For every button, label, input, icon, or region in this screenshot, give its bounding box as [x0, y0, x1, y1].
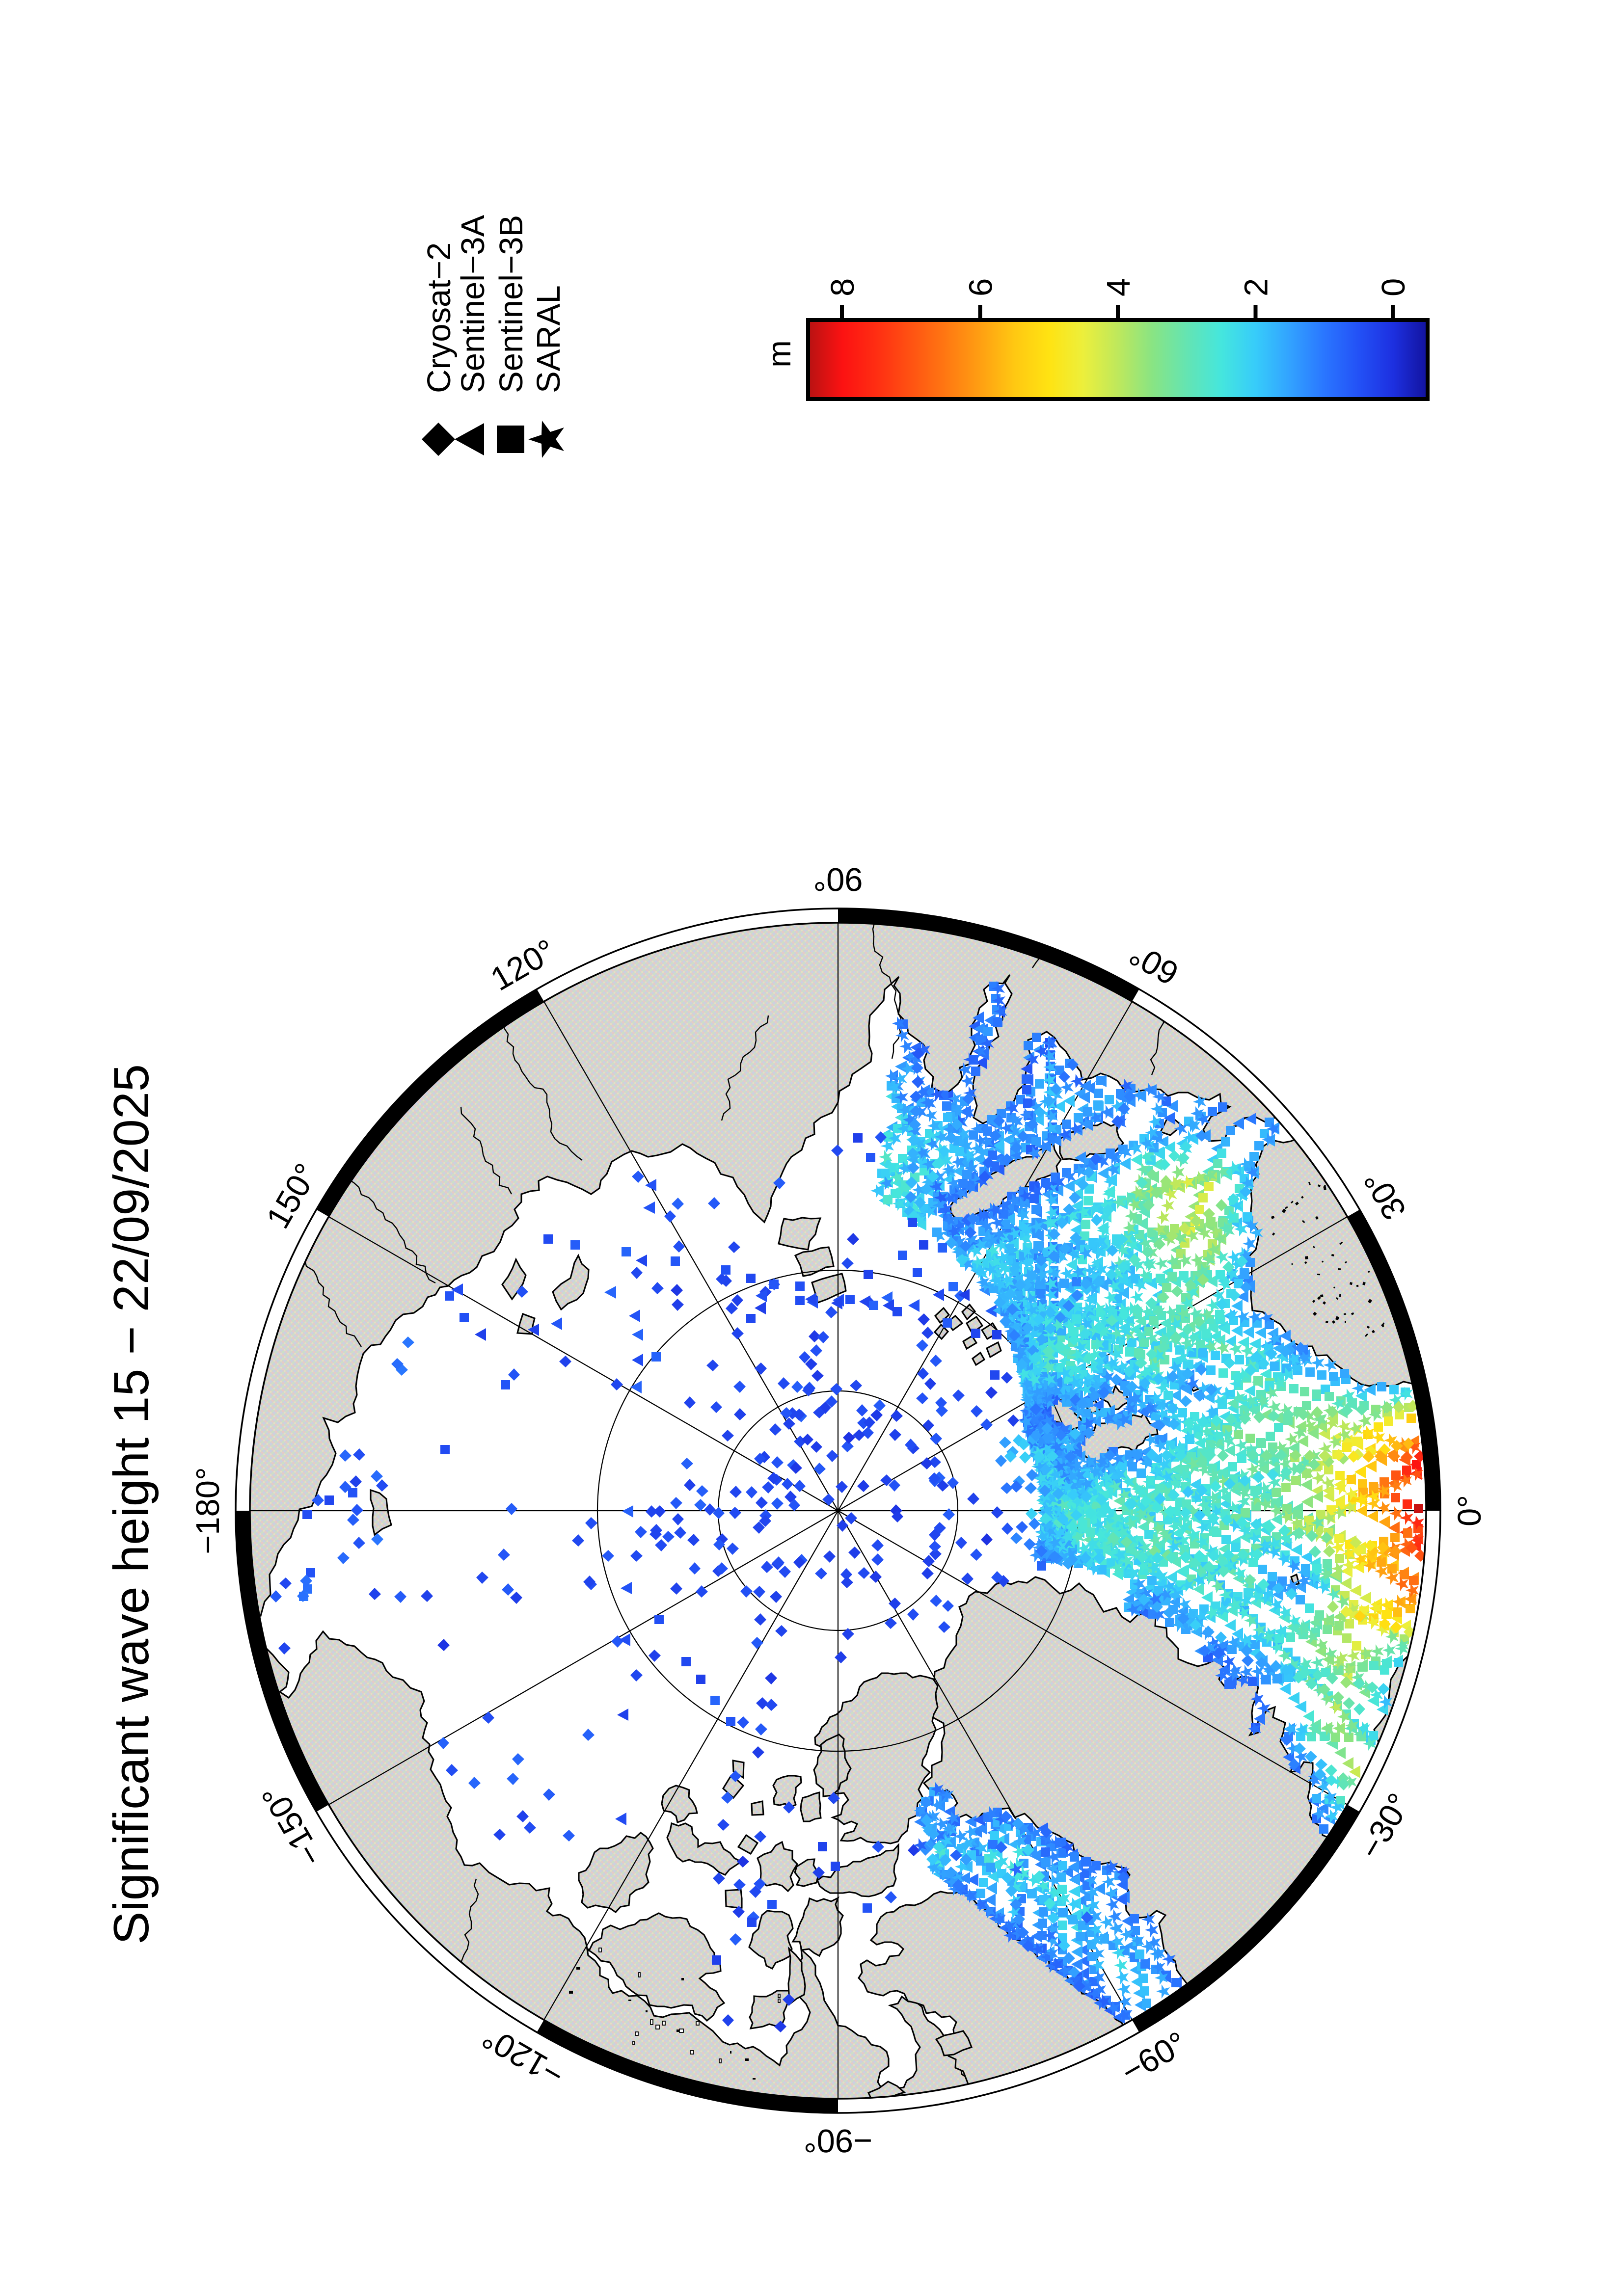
svg-text:Sentinel−3B: Sentinel−3B [493, 215, 530, 393]
svg-text:2: 2 [1238, 278, 1275, 296]
svg-text:−180°: −180° [189, 1467, 226, 1554]
svg-text:6: 6 [963, 278, 1000, 296]
svg-text:SARAL: SARAL [530, 285, 567, 393]
svg-text:m: m [761, 340, 798, 368]
svg-text:4: 4 [1100, 278, 1137, 296]
svg-text:−90°: −90° [804, 2122, 872, 2159]
svg-text:Cryosat−2: Cryosat−2 [421, 242, 458, 393]
svg-text:Significant wave height 15 − 2: Significant wave height 15 − 22/09/2025 [104, 1064, 159, 1945]
svg-text:Sentinel−3A: Sentinel−3A [455, 214, 491, 393]
svg-text:0°: 0° [1451, 1495, 1488, 1526]
svg-text:8: 8 [824, 278, 861, 296]
svg-text:90°: 90° [813, 861, 863, 898]
svg-text:0: 0 [1375, 278, 1412, 296]
